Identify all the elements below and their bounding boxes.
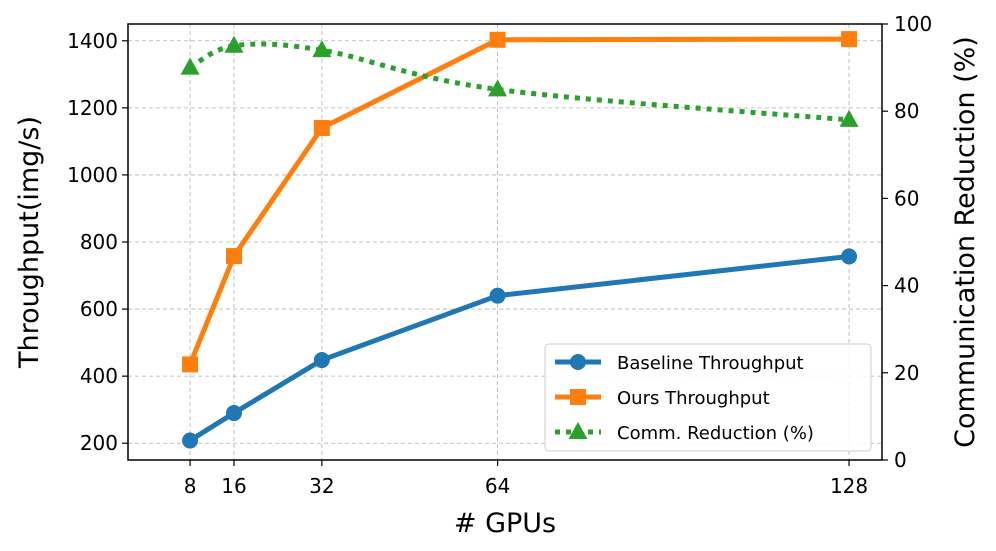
- data-point-series-2: [488, 79, 508, 97]
- y-tick-label: 800: [80, 230, 118, 254]
- data-point-series-2: [224, 35, 244, 53]
- y-tick-label: 200: [80, 431, 118, 455]
- legend-marker-2: [568, 422, 588, 439]
- data-point-series-0: [313, 352, 330, 369]
- data-point-series-2: [312, 40, 332, 58]
- y2-tick-label: 60: [894, 186, 919, 210]
- legend-marker-0: [570, 354, 586, 370]
- y2-tick-label: 80: [894, 99, 919, 123]
- x-tick-label: 64: [485, 474, 510, 498]
- y-tick-label: 600: [80, 297, 118, 321]
- y-axis-label: Throughput(img/s): [14, 116, 45, 369]
- data-point-series-1: [182, 356, 199, 373]
- y2-tick-label: 40: [894, 274, 919, 298]
- data-point-series-0: [489, 287, 506, 304]
- y-tick-label: 400: [80, 364, 118, 388]
- data-point-series-1: [225, 248, 242, 265]
- y2-tick-label: 0: [894, 448, 907, 472]
- y2-axis-label: Communication Reduction (%): [950, 36, 981, 448]
- y2-tick-label: 20: [894, 361, 919, 385]
- legend-marker-1: [570, 389, 586, 405]
- series-line-1: [187, 36, 850, 366]
- data-point-series-2: [839, 109, 859, 127]
- x-axis-label: # GPUs: [454, 508, 556, 539]
- x-tick-label: 32: [309, 474, 334, 498]
- legend-label-2: Comm. Reduction (%): [617, 423, 814, 444]
- data-point-series-1: [489, 31, 506, 48]
- y-tick-label: 1200: [67, 96, 118, 120]
- x-tick-label: 16: [221, 474, 246, 498]
- legend: Baseline Throughput Ours Throughput Comm. …: [544, 343, 872, 452]
- y2-tick-label: 100: [894, 12, 932, 36]
- data-point-series-0: [182, 432, 199, 449]
- x-tick-label: 128: [830, 474, 868, 498]
- y-tick-label: 1400: [67, 29, 118, 53]
- series-markers: [180, 31, 859, 449]
- data-point-series-1: [841, 31, 858, 48]
- data-point-series-1: [313, 119, 330, 136]
- data-point-series-0: [841, 248, 858, 265]
- legend-label-1: Ours Throughput: [617, 388, 770, 409]
- series-line-2: [188, 41, 850, 123]
- y-tick-label: 1000: [67, 163, 118, 187]
- legend-box: [544, 343, 872, 452]
- data-point-series-2: [180, 57, 200, 75]
- data-point-series-0: [225, 405, 242, 422]
- x-tick-label: 8: [184, 474, 197, 498]
- legend-label-0: Baseline Throughput: [617, 353, 804, 374]
- grid: [128, 24, 882, 460]
- ticks: 8 16 32 64 128 200 400 600 800 1000 1200 1400 0 20 40 6…: [67, 12, 932, 498]
